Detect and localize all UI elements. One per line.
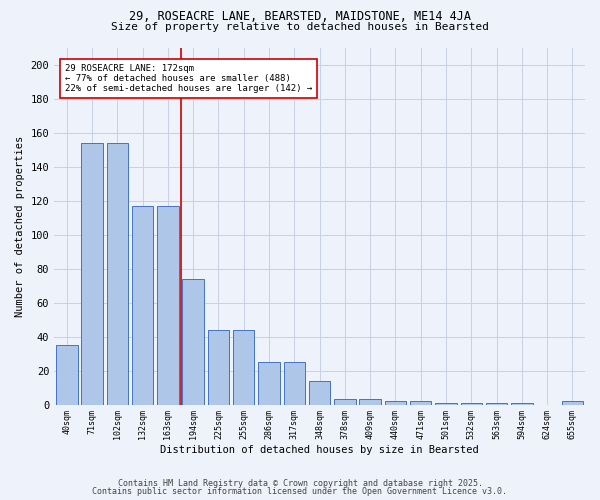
Bar bbox=[511, 403, 533, 404]
Bar bbox=[107, 142, 128, 404]
Bar bbox=[309, 381, 331, 404]
Text: Contains HM Land Registry data © Crown copyright and database right 2025.: Contains HM Land Registry data © Crown c… bbox=[118, 478, 482, 488]
Bar bbox=[562, 401, 583, 404]
Bar bbox=[56, 345, 77, 405]
Bar bbox=[182, 279, 204, 404]
Bar bbox=[157, 206, 179, 404]
Text: Size of property relative to detached houses in Bearsted: Size of property relative to detached ho… bbox=[111, 22, 489, 32]
Bar bbox=[208, 330, 229, 404]
Bar bbox=[385, 401, 406, 404]
Bar bbox=[334, 400, 356, 404]
X-axis label: Distribution of detached houses by size in Bearsted: Distribution of detached houses by size … bbox=[160, 445, 479, 455]
Text: 29 ROSEACRE LANE: 172sqm
← 77% of detached houses are smaller (488)
22% of semi-: 29 ROSEACRE LANE: 172sqm ← 77% of detach… bbox=[65, 64, 312, 94]
Bar bbox=[461, 403, 482, 404]
Y-axis label: Number of detached properties: Number of detached properties bbox=[15, 136, 25, 316]
Bar bbox=[435, 403, 457, 404]
Bar bbox=[132, 206, 154, 404]
Bar bbox=[359, 400, 381, 404]
Bar bbox=[486, 403, 507, 404]
Bar bbox=[410, 401, 431, 404]
Bar bbox=[82, 142, 103, 404]
Bar bbox=[233, 330, 254, 404]
Bar bbox=[284, 362, 305, 405]
Bar bbox=[258, 362, 280, 405]
Text: 29, ROSEACRE LANE, BEARSTED, MAIDSTONE, ME14 4JA: 29, ROSEACRE LANE, BEARSTED, MAIDSTONE, … bbox=[129, 10, 471, 23]
Text: Contains public sector information licensed under the Open Government Licence v3: Contains public sector information licen… bbox=[92, 487, 508, 496]
